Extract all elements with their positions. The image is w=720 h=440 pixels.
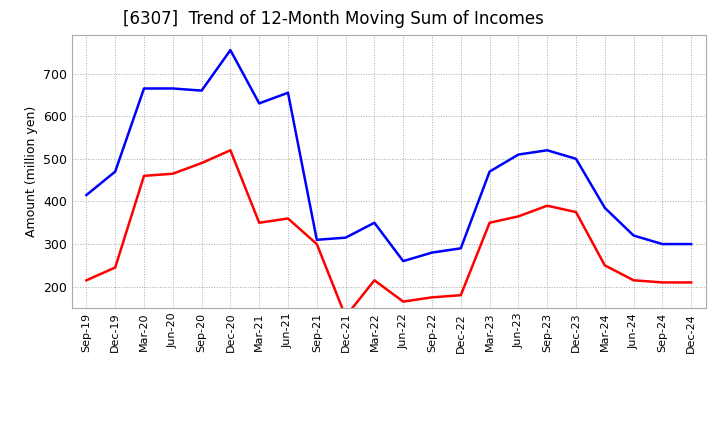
Line: Net Income: Net Income (86, 150, 691, 316)
Net Income (456, 293, 465, 298)
Ordinary Income (312, 237, 321, 242)
Y-axis label: Amount (million yen): Amount (million yen) (24, 106, 37, 237)
Net Income (658, 280, 667, 285)
Text: [6307]  Trend of 12-Month Moving Sum of Incomes: [6307] Trend of 12-Month Moving Sum of I… (122, 10, 544, 28)
Ordinary Income (140, 86, 148, 91)
Ordinary Income (284, 90, 292, 95)
Net Income (255, 220, 264, 225)
Ordinary Income (572, 156, 580, 161)
Ordinary Income (226, 48, 235, 53)
Net Income (284, 216, 292, 221)
Ordinary Income (456, 246, 465, 251)
Net Income (111, 265, 120, 270)
Net Income (485, 220, 494, 225)
Ordinary Income (428, 250, 436, 255)
Ordinary Income (687, 242, 696, 247)
Net Income (543, 203, 552, 209)
Net Income (399, 299, 408, 304)
Net Income (197, 161, 206, 166)
Ordinary Income (629, 233, 638, 238)
Net Income (140, 173, 148, 179)
Ordinary Income (341, 235, 350, 240)
Ordinary Income (370, 220, 379, 225)
Net Income (514, 214, 523, 219)
Net Income (341, 314, 350, 319)
Ordinary Income (485, 169, 494, 174)
Ordinary Income (82, 192, 91, 198)
Ordinary Income (399, 258, 408, 264)
Ordinary Income (197, 88, 206, 93)
Net Income (600, 263, 609, 268)
Net Income (572, 209, 580, 215)
Net Income (168, 171, 177, 176)
Net Income (312, 242, 321, 247)
Net Income (629, 278, 638, 283)
Ordinary Income (658, 242, 667, 247)
Ordinary Income (514, 152, 523, 157)
Ordinary Income (255, 101, 264, 106)
Ordinary Income (600, 205, 609, 210)
Line: Ordinary Income: Ordinary Income (86, 50, 691, 261)
Net Income (226, 148, 235, 153)
Net Income (428, 295, 436, 300)
Ordinary Income (168, 86, 177, 91)
Ordinary Income (543, 148, 552, 153)
Net Income (687, 280, 696, 285)
Net Income (370, 278, 379, 283)
Ordinary Income (111, 169, 120, 174)
Net Income (82, 278, 91, 283)
